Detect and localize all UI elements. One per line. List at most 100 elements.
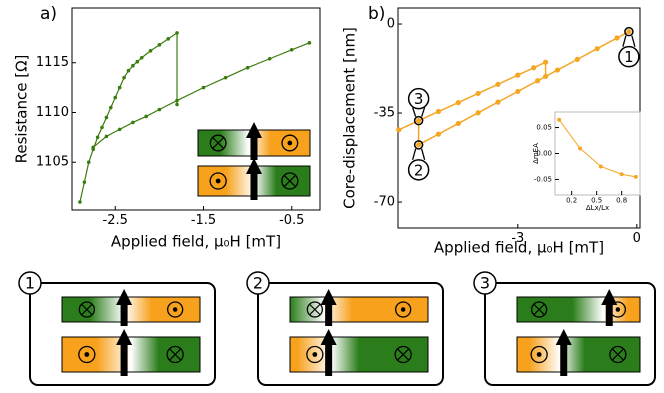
dot-mark <box>287 140 293 146</box>
dot-symbol <box>78 345 96 364</box>
x-axis-label: Applied field, μ₀H [mT] <box>111 233 281 251</box>
magnet-bar <box>516 296 641 323</box>
moment-arrow-shaft <box>560 341 568 376</box>
data-point <box>104 115 109 120</box>
cross-symbol <box>609 345 627 364</box>
data-point <box>166 37 170 41</box>
dot-mark <box>615 307 621 312</box>
dot-mark <box>172 307 178 312</box>
data-point <box>100 125 104 130</box>
x-tick-label: 0.2 <box>566 197 577 205</box>
data-point <box>557 117 562 122</box>
data-point <box>117 127 122 132</box>
moment-arrow-head <box>116 289 133 305</box>
magnet-bar <box>61 296 201 323</box>
dot-mark <box>400 307 406 312</box>
callout-point <box>413 115 424 126</box>
cross-mark <box>611 348 624 361</box>
cross-mark <box>212 137 225 149</box>
moment-arrow-shaft <box>605 301 613 326</box>
x-tick-label: 0 <box>633 231 641 246</box>
y-tick-label: -0.05 <box>534 175 552 183</box>
data-point <box>531 65 537 71</box>
x-tick-label: -1.5 <box>191 213 216 228</box>
moment-arrow-head <box>601 289 618 305</box>
x-tick-label: -3 <box>511 231 524 246</box>
moment-arrow-head <box>555 329 572 345</box>
x-tick-label: 0.8 <box>616 197 627 205</box>
data-point <box>515 72 521 78</box>
cross-symbol <box>209 134 227 152</box>
magnet-bar <box>61 336 201 373</box>
data-point <box>495 81 501 87</box>
x-axis-label: Applied field, μ₀H [mT] <box>434 239 604 257</box>
callout-bubble <box>407 87 430 110</box>
data-point <box>148 48 153 53</box>
data-point <box>175 102 179 107</box>
cross-mark <box>397 348 410 361</box>
y-axis-label: Resistance [Ω] <box>13 55 31 164</box>
y-tick-label: -35 <box>374 106 395 121</box>
y-tick-label: 0.05 <box>536 124 552 132</box>
data-point <box>542 59 549 65</box>
data-point <box>455 120 461 127</box>
data-point <box>475 90 481 97</box>
moment-arrow-shaft <box>250 134 258 160</box>
data-point <box>396 127 402 133</box>
data-point <box>117 85 122 90</box>
callout-bubble <box>407 159 430 181</box>
cross-mark <box>309 303 321 316</box>
moment-arrow-shaft <box>250 170 258 200</box>
data-point <box>416 118 422 124</box>
series-line <box>398 60 547 131</box>
data-point <box>95 135 100 140</box>
data-point <box>455 100 461 106</box>
dot-mark <box>536 352 542 357</box>
x-tick-label: -2.5 <box>103 213 128 228</box>
data-point <box>554 67 561 73</box>
y-tick-label: 1110 <box>36 105 69 120</box>
callout-bubble <box>618 45 640 68</box>
y-tick-label: 0 <box>387 17 395 32</box>
data-point <box>619 172 624 177</box>
y-tick-label: 0.00 <box>536 150 552 158</box>
x-tick-label: -0.5 <box>279 213 304 228</box>
panel-label: a) <box>40 4 57 24</box>
panel-number-bubble <box>473 271 497 295</box>
data-point <box>574 56 580 62</box>
data-point <box>86 160 91 165</box>
data-point <box>614 35 620 41</box>
data-point <box>435 108 442 115</box>
data-point <box>157 43 162 47</box>
data-point <box>515 88 521 95</box>
data-point <box>157 107 162 112</box>
dot-symbol <box>167 301 184 318</box>
moment-arrow-shaft <box>325 301 333 326</box>
cross-mark <box>283 174 296 188</box>
callout-pointer <box>412 107 426 117</box>
data-point <box>139 55 144 60</box>
data-point <box>307 41 312 45</box>
moment-arrow-head <box>116 329 133 345</box>
data-point <box>594 46 600 52</box>
moment-arrow-shaft <box>325 341 333 376</box>
cross-mark <box>81 303 93 316</box>
dot-mark <box>312 352 318 357</box>
cross-symbol <box>530 301 548 318</box>
cross-symbol <box>394 345 412 364</box>
panel-number-bubble <box>18 271 42 295</box>
data-point <box>135 59 140 64</box>
magnet-bar <box>289 336 429 373</box>
data-point <box>144 114 148 119</box>
callout-point <box>624 26 634 37</box>
data-point <box>82 180 87 184</box>
data-point <box>245 65 250 70</box>
panel-number: 1 <box>25 274 35 293</box>
cross-mark <box>533 303 545 316</box>
magnet-bar <box>516 336 641 373</box>
moment-arrow-shaft <box>120 341 128 376</box>
data-point <box>126 68 131 73</box>
data-point <box>109 105 113 110</box>
y-tick-label: -70 <box>374 195 395 210</box>
